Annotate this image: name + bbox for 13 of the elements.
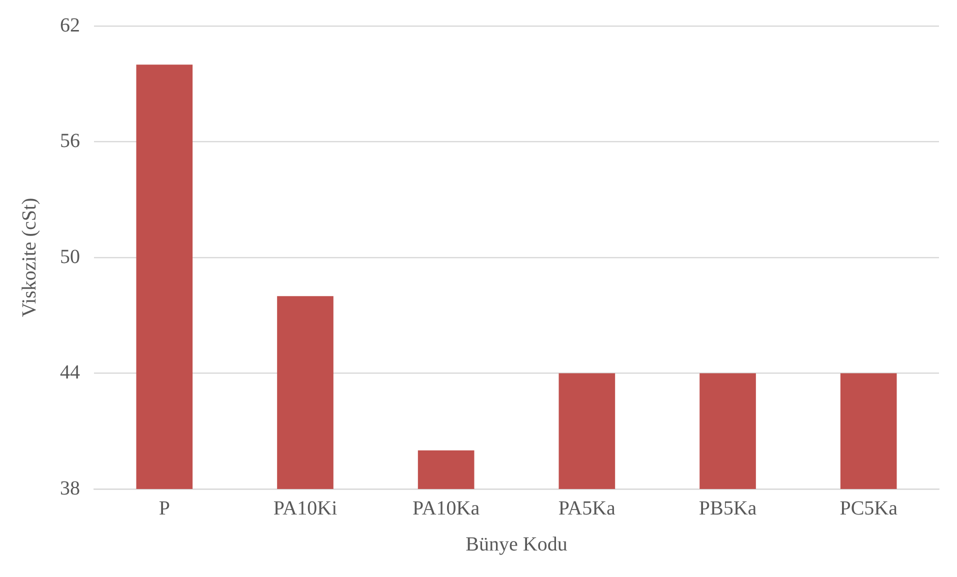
- x-axis-title: Bünye Kodu: [466, 533, 568, 556]
- x-tick-label: PA10Ki: [273, 497, 338, 520]
- x-tick-label: P: [158, 497, 170, 520]
- y-tick-label: 44: [60, 362, 80, 384]
- x-tick-label: PA10Ka: [412, 497, 480, 520]
- y-tick-label: 62: [60, 14, 80, 36]
- y-tick-label: 38: [60, 477, 80, 500]
- y-tick-label: 50: [60, 246, 80, 268]
- x-tick-label: PA5Ka: [558, 497, 616, 520]
- x-tick-label: PB5Ka: [698, 497, 757, 520]
- y-tick-label: 56: [60, 130, 80, 152]
- y-axis-title: Viskozite (cSt): [18, 198, 40, 318]
- x-tick-label: PC5Ka: [840, 497, 898, 520]
